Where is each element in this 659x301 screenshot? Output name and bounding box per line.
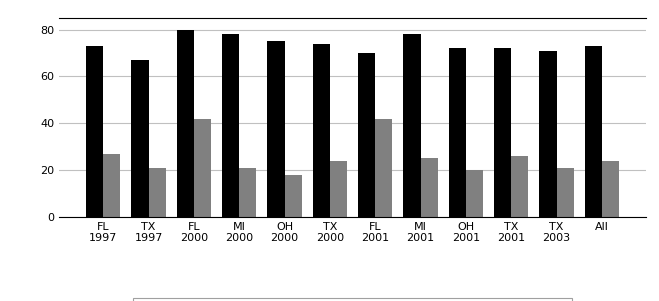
Bar (466, 170, 483, 217)
Bar (585, 46, 602, 217)
Bar (131, 60, 148, 217)
Bar (420, 158, 438, 217)
Bar (330, 161, 347, 217)
Legend: Newly Unemployed rate (%), UI Applicant rate among Unemployed (%): Newly Unemployed rate (%), UI Applicant … (133, 298, 572, 301)
Bar (148, 168, 166, 217)
Bar (403, 34, 420, 217)
Bar (557, 168, 574, 217)
Bar (194, 119, 211, 217)
Bar (511, 156, 529, 217)
Bar (177, 30, 194, 217)
Bar (86, 46, 103, 217)
Bar (449, 48, 466, 217)
Bar (239, 168, 256, 217)
Bar (312, 44, 330, 217)
Bar (222, 34, 239, 217)
Bar (602, 161, 619, 217)
Bar (539, 51, 557, 217)
Bar (358, 53, 375, 217)
Bar (268, 42, 285, 217)
Bar (494, 48, 511, 217)
Bar (103, 154, 121, 217)
Bar (285, 175, 302, 217)
Bar (375, 119, 393, 217)
